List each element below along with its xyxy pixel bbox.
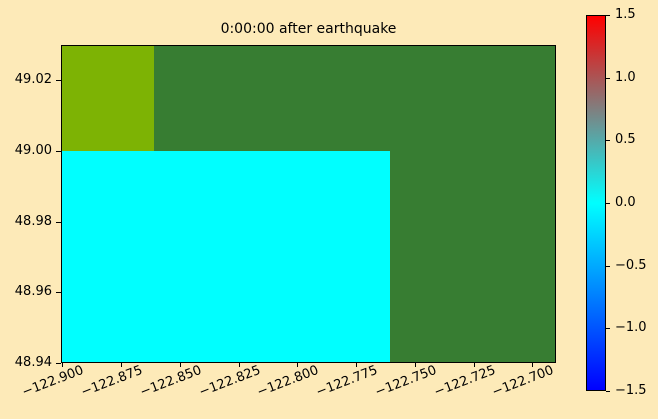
colorbar-tick-mark xyxy=(606,391,610,392)
y-tick-label: 48.98 xyxy=(14,213,52,229)
x-tick-mark xyxy=(414,363,416,367)
x-tick-mark xyxy=(297,363,299,367)
y-tick-label: 49.00 xyxy=(14,143,52,158)
colorbar xyxy=(586,15,606,391)
y-tick-mark xyxy=(56,221,61,223)
x-tick-mark xyxy=(179,363,181,367)
colorbar-tick-mark xyxy=(606,77,610,79)
y-tick-label: 48.96 xyxy=(14,284,52,300)
chart-title: 0:00:00 after earthquake xyxy=(220,21,397,37)
y-tick-mark xyxy=(56,292,61,294)
colorbar-tick-mark xyxy=(606,140,610,142)
colorbar-tick-label: 1.0 xyxy=(615,69,636,85)
colorbar-tick-label: 0.0 xyxy=(615,195,636,210)
colorbar-tick-label: −0.5 xyxy=(615,257,647,273)
colorbar-tick-mark xyxy=(606,328,610,330)
x-tick-mark xyxy=(238,363,240,367)
heatmap-region-field-olive-cell xyxy=(62,46,154,151)
y-tick-mark xyxy=(56,363,61,364)
x-tick-label: −122.775 xyxy=(314,362,380,401)
x-tick-mark xyxy=(62,363,64,367)
y-tick-label: 49.02 xyxy=(14,72,52,88)
y-tick-label: 48.94 xyxy=(14,355,52,370)
plot-area xyxy=(61,45,556,363)
x-tick-label: −122.875 xyxy=(79,362,145,401)
colorbar-tick-label: 0.5 xyxy=(615,132,636,148)
heatmap-region-field-cyan-zero xyxy=(62,151,391,362)
colorbar-tick-mark xyxy=(606,15,610,16)
x-tick-label: −122.800 xyxy=(255,362,322,401)
x-tick-mark xyxy=(473,363,475,367)
x-tick-label: −122.850 xyxy=(137,362,204,401)
x-tick-label: −122.750 xyxy=(372,362,439,401)
y-tick-mark xyxy=(56,80,61,82)
x-tick-label: −122.725 xyxy=(431,362,498,401)
colorbar-tick-mark xyxy=(606,265,610,267)
x-tick-label: −122.825 xyxy=(196,362,263,401)
y-tick-mark xyxy=(56,151,61,152)
x-tick-label: −122.700 xyxy=(490,362,557,401)
colorbar-tick-label: −1.0 xyxy=(615,320,647,336)
x-tick-mark xyxy=(120,363,122,367)
colorbar-tick-label: −1.5 xyxy=(615,383,647,398)
x-tick-mark xyxy=(356,363,358,367)
colorbar-tick-label: 1.5 xyxy=(615,7,636,22)
x-tick-mark xyxy=(532,363,534,367)
colorbar-tick-mark xyxy=(606,203,610,204)
